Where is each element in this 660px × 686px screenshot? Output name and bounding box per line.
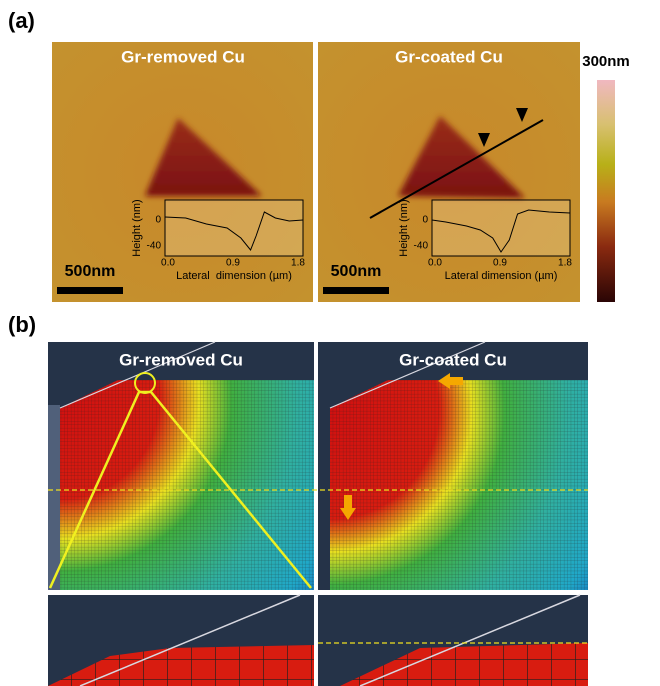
x-tick-label: 0.9 bbox=[493, 258, 507, 269]
scale-bar-label: 500nm bbox=[65, 263, 116, 280]
scale-bar-label: 500nm bbox=[331, 263, 382, 280]
inset-frame bbox=[432, 200, 570, 256]
color-bar-label: 300nm bbox=[582, 53, 630, 70]
scale-bar bbox=[57, 287, 123, 294]
x-tick-label: 1.8 bbox=[558, 258, 572, 269]
image-title: Gr-removed Cu bbox=[119, 350, 243, 369]
panel-label: (b) bbox=[8, 312, 36, 337]
x-tick-label: 0.0 bbox=[161, 258, 175, 269]
panel-label: (a) bbox=[8, 8, 35, 33]
y-tick-label: 0 bbox=[422, 215, 428, 226]
x-tick-label: 1.8 bbox=[291, 258, 305, 269]
image-title: Gr-coated Cu bbox=[395, 47, 503, 66]
y-tick-label: 0 bbox=[155, 215, 161, 226]
fem-side bbox=[48, 405, 60, 590]
y-tick-label: -40 bbox=[414, 241, 429, 252]
figure: (a) 300nm (b) Gr-removed bbox=[0, 0, 660, 686]
image-title: Gr-coated Cu bbox=[399, 350, 507, 369]
inset-frame bbox=[165, 200, 303, 256]
y-axis-label: Height (nm) bbox=[398, 199, 410, 256]
color-bar bbox=[597, 80, 615, 302]
x-tick-label: 0.0 bbox=[428, 258, 442, 269]
x-axis-label: Lateral dimension (µm) bbox=[176, 270, 292, 282]
y-tick-label: -40 bbox=[147, 241, 162, 252]
fem-mesh bbox=[330, 380, 588, 590]
y-axis-label: Height (nm) bbox=[131, 199, 143, 256]
x-tick-label: 0.9 bbox=[226, 258, 240, 269]
fem-images bbox=[48, 342, 588, 686]
scale-bar bbox=[323, 287, 389, 294]
x-axis-label: Lateral dimension (µm) bbox=[445, 270, 558, 282]
image-title: Gr-removed Cu bbox=[121, 47, 245, 66]
